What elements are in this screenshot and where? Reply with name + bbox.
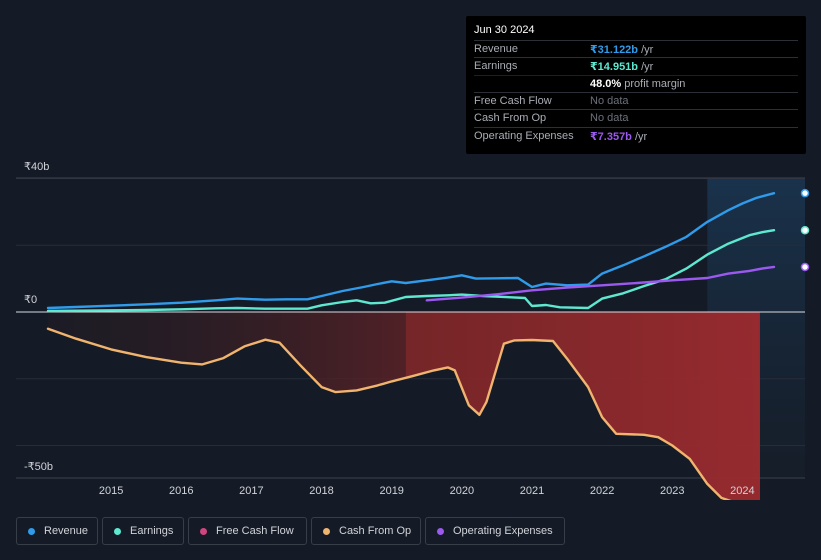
- legend-dot-icon: [437, 527, 444, 535]
- tooltip-date: Jun 30 2024: [474, 24, 535, 36]
- legend-label: Cash From Op: [339, 525, 412, 537]
- x-tick-label: 2023: [660, 485, 685, 497]
- tooltip-row: Operating Expenses ₹7.357b /yr: [474, 126, 798, 145]
- tooltip-value: No data: [590, 112, 629, 125]
- chart-area: [16, 177, 810, 500]
- revenue-line: [46, 192, 776, 310]
- legend-dot-icon: [28, 527, 35, 535]
- earnings-end-marker: [800, 225, 810, 235]
- earnings-line: [46, 229, 776, 313]
- free-cash-flow-area: [405, 312, 760, 500]
- x-tick-label: 2017: [239, 485, 264, 497]
- legend-item-operating-expenses[interactable]: Operating Expenses: [425, 517, 565, 545]
- tooltip-row: Revenue ₹31.122b /yr: [474, 40, 798, 58]
- x-tick-label: 2018: [309, 485, 334, 497]
- x-tick-label: 2019: [379, 485, 404, 497]
- legend-dot-icon: [114, 527, 121, 535]
- legend-label: Operating Expenses: [453, 525, 553, 537]
- x-tick-label: 2015: [98, 485, 124, 497]
- legend-dot-icon: [200, 527, 207, 535]
- tooltip-value: ₹14.951b /yr: [590, 61, 654, 74]
- cash-from-op-line: [46, 327, 732, 500]
- legend-label: Free Cash Flow: [216, 525, 294, 537]
- legend-item-cash-from-op[interactable]: Cash From Op: [311, 517, 421, 545]
- tooltip-label: Cash From Op: [474, 112, 547, 125]
- y-axis-label-zero: ₹0: [24, 294, 38, 306]
- tooltip-label: Free Cash Flow: [474, 94, 552, 107]
- tooltip-value: 48.0% profit margin: [590, 77, 686, 90]
- tooltip-label: Operating Expenses: [474, 129, 574, 142]
- legend-item-revenue[interactable]: Revenue: [16, 517, 98, 545]
- y-axis-label-bottom: -₹50b: [24, 461, 54, 473]
- operating-expenses-line: [425, 265, 776, 302]
- x-tick-label: 2016: [169, 485, 194, 497]
- tooltip-row: Free Cash Flow No data: [474, 91, 798, 110]
- tooltip-value: ₹31.122b /yr: [590, 44, 654, 56]
- cash-from-op-area: [48, 312, 406, 393]
- tooltip-value: No data: [590, 94, 629, 107]
- tooltip-label: Revenue: [474, 43, 519, 55]
- y-axis-label-top: ₹40b: [24, 161, 50, 173]
- tooltip-row: Cash From Op No data: [474, 109, 798, 127]
- operating-expenses-end-marker: [800, 262, 810, 272]
- x-tick-label: 2024: [730, 485, 755, 497]
- tooltip-row: 48.0% profit margin: [474, 74, 798, 93]
- legend-label: Revenue: [44, 525, 89, 537]
- x-tick-label: 2020: [449, 485, 475, 497]
- x-tick-label: 2022: [589, 485, 615, 497]
- legend-item-free-cash-flow[interactable]: Free Cash Flow: [188, 517, 307, 545]
- legend-dot-icon: [323, 527, 330, 535]
- legend-label: Earnings: [130, 525, 174, 537]
- legend-item-earnings[interactable]: Earnings: [102, 517, 184, 545]
- x-tick-label: 2021: [519, 485, 545, 497]
- tooltip-label: Earnings: [474, 60, 518, 73]
- tooltip-row: Earnings ₹14.951b /yr: [474, 57, 798, 75]
- revenue-end-marker: [800, 188, 810, 198]
- tooltip-value: ₹7.357b /yr: [590, 130, 648, 143]
- data-tooltip: Jun 30 2024 Revenue ₹31.122b /yr Earnings ₹…: [466, 16, 806, 154]
